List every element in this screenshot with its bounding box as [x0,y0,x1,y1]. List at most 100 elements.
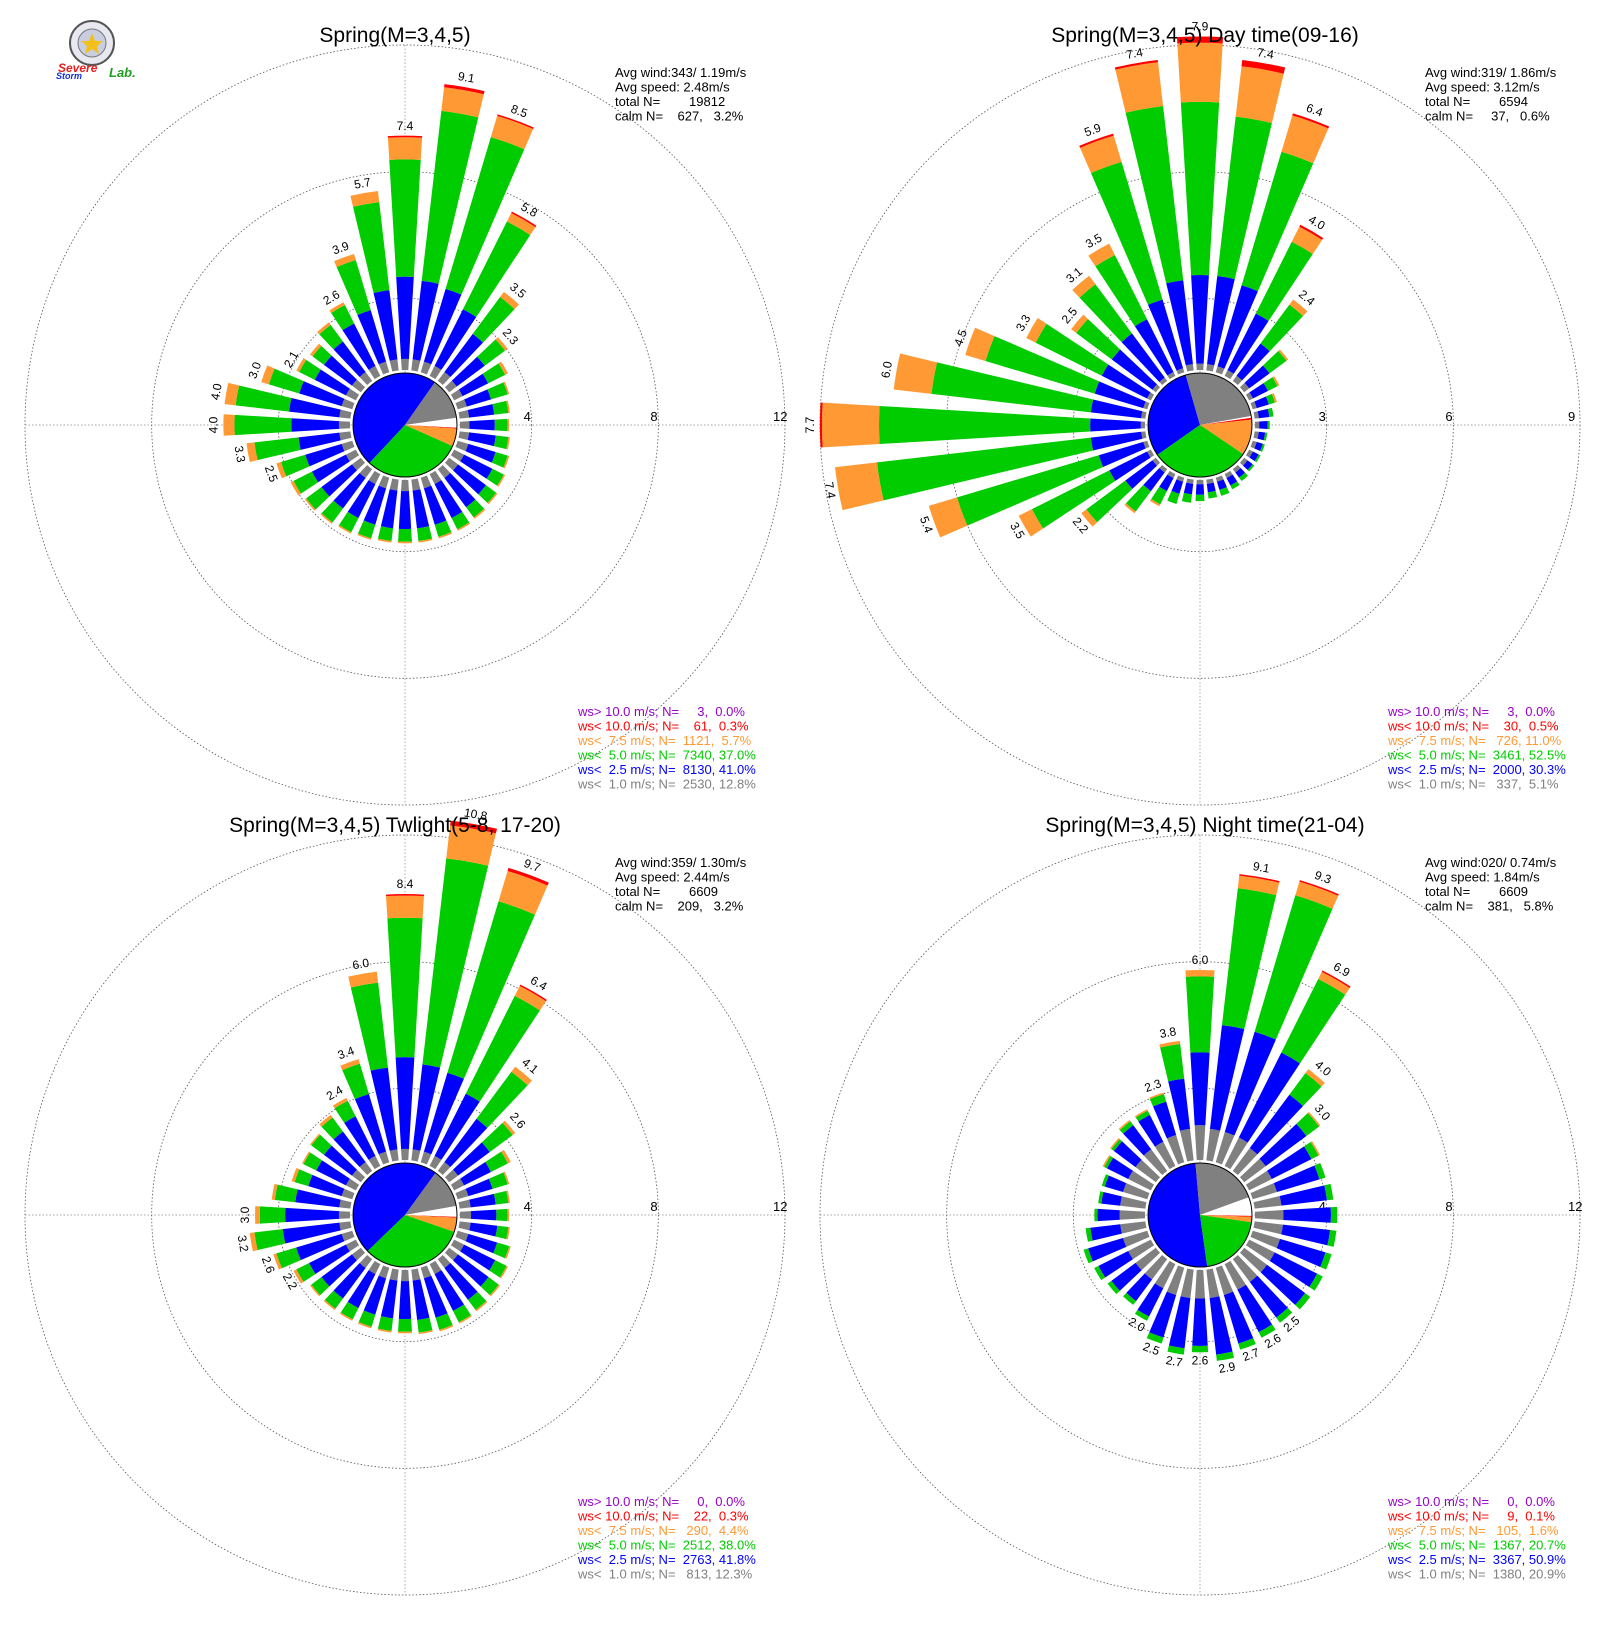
wind-bar-segment-blue [467,404,495,418]
wind-bar-segment-green [1086,480,1133,523]
wind-bar-segment-orange [329,302,345,313]
wind-bar-segment-blue [1276,1238,1326,1268]
stats-line: Avg speed: 2.48m/s [615,80,730,95]
wind-bar-segment-blue [1209,1296,1233,1355]
wind-bar-segment-blue [309,1244,350,1275]
wind-bar-segment-green [434,520,452,537]
wind-bar-segment-orange [502,1120,516,1136]
wind-bar-segment-gray [345,449,360,462]
wind-bar-segment-gray [1254,1210,1284,1220]
tick-label: 8 [650,1199,657,1214]
wind-bar-segment-green [1167,490,1180,505]
wind-bar-segment-blue [469,419,495,431]
wind-bar-segment-green [259,1206,286,1224]
wind-bar-segment-blue [298,432,341,450]
pie-outline [352,1162,458,1268]
wind-bar-segment-orange [506,213,536,236]
wind-bar-segment-gray [1143,440,1150,449]
wind-bar-segment-gray [389,359,399,372]
bar-percent-label: 2.7 [1241,1345,1262,1364]
bar-percent-label: 3.0 [245,360,264,381]
wind-bar-segment-green [477,339,506,366]
wind-bar-segment-blue [321,1254,357,1287]
wind-bar-segment-gray [1154,1141,1176,1170]
wind-bar-segment-gray [1245,392,1253,401]
wind-bar-segment-gray [1215,366,1225,375]
wind-bar-segment-green [377,1316,394,1331]
wind-bar-segment-gray [1141,411,1147,419]
wind-bar-segment-blue [1098,1250,1133,1278]
wind-bar-segment-green [493,1190,509,1205]
wind-bar-segment-blue [470,1209,497,1221]
wind-bar-segment-blue [1195,484,1205,495]
bar-percent-label: 6.0 [351,956,370,973]
wind-bar-segment-green [421,110,479,284]
bar-percent-label: 5.4 [917,514,936,535]
wind-bar-segment-blue [1106,1157,1133,1180]
wind-bar-segment-gray [1167,470,1176,478]
wind-bar-segment-blue [423,1072,464,1155]
wind-bar-segment-orange [490,115,534,150]
wind-bar-segment-blue [1137,1283,1164,1317]
wind-bar-segment-orange [507,1208,510,1222]
wind-bar-segment-blue [1104,1175,1127,1193]
wind-bar-segment-blue [412,280,439,361]
wind-bar-segment-green [1238,1338,1256,1350]
bar-percent-label: 8.4 [397,877,414,891]
wind-bar-segment-orange [387,137,423,160]
legend-entry: ws< 7.5 m/s; N= 105, 1.6% [1387,1523,1559,1538]
wind-bar-segment-green [1296,1113,1320,1136]
bar-percent-label: 4.5 [951,327,970,348]
wind-bar-segment-green [1263,377,1278,391]
wind-bar-segment-gray [345,388,360,401]
wind-bar-segment-green [293,471,319,494]
wind-bar-segment-blue [1109,451,1151,481]
wind-bar-segment-gray [1232,375,1243,386]
bar-percent-label: 7.4 [397,119,414,133]
wind-bar-segment-orange [304,498,316,511]
wind-bar-segment-gray [339,1221,352,1231]
wind-bar-segment-blue [1209,1025,1245,1131]
legend-entry: ws< 1.0 m/s; N= 337, 5.1% [1387,777,1559,792]
wind-bar-segment-orange [504,1246,511,1259]
tick-label: 4 [524,409,531,424]
wind-bar-segment-green [480,1277,499,1296]
bar-percent-label: 9.7 [522,856,543,875]
panel-title: Spring(M=3,4,5) Twlight(5-8, 17-20) [229,814,561,837]
wind-bar-segment-orange [339,1312,353,1321]
wind-bar-segment-gray [1245,1239,1275,1261]
legend-entry: ws> 10.0 m/s; N= 3, 0.0% [577,704,745,719]
wind-bar-segment-orange [224,382,240,406]
wind-bar-segment-gray [345,1178,360,1191]
wind-bar-segment-orange [1237,875,1280,896]
bar-percent-label: 6.0 [878,360,895,379]
wind-bar-segment-gray [458,431,470,440]
wind-bar-segment-green [1219,487,1230,496]
wind-bar-segment-blue [412,1064,441,1151]
wind-bar-segment-green [478,485,497,504]
wind-bar-segment-gray [1239,382,1250,393]
wind-bar-segment-orange [893,353,938,394]
wind-bar-segment-green [387,917,423,1058]
wind-bar-segment-blue [1249,383,1269,399]
wind-bar-segment-orange [1081,509,1098,527]
wind-bar-segment-red [1299,880,1339,896]
wind-bar-segment-green [1160,1043,1185,1082]
wind-bar-segment-green [1314,1162,1326,1180]
wind-bar-segment-orange [1318,971,1350,995]
wind-bar-segment-gray [1147,392,1155,401]
wind-bar-segment-gray [444,457,459,471]
wind-bar-segment-green [319,324,343,350]
wind-bar-segment-orange [1110,1138,1120,1150]
wind-bar-segment-green [1095,255,1148,327]
pie-slice-white [405,417,458,428]
wind-bar-segment-green [1094,1208,1098,1222]
wind-bar-segment-gray [420,475,432,489]
wind-bar-segment-blue [464,389,492,407]
wind-bar-segment-green [1111,1139,1123,1152]
wind-bar-segment-gray [345,1239,360,1252]
wind-bar-segment-orange [332,1097,348,1109]
bar-percent-label: 3.0 [238,1206,252,1223]
wind-bar-segment-red [1241,59,1286,74]
wind-bar-segment-green [1079,284,1132,343]
